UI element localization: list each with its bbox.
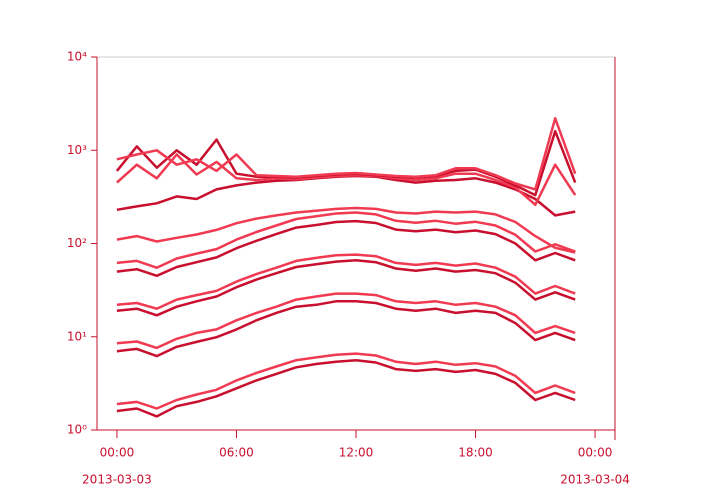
series-line: [116, 292, 576, 350]
x-tick-date: 2013-03-04: [560, 473, 630, 487]
series-line: [116, 117, 577, 191]
series-line: [116, 211, 576, 269]
series-line: [116, 219, 576, 278]
x-tick-label: 06:00: [219, 446, 254, 460]
x-tick-date: 2013-03-03: [82, 473, 152, 487]
series-line: [116, 358, 576, 418]
y-tick-label: 10³: [67, 143, 87, 157]
plot-area: [115, 117, 577, 418]
y-tick-label: 10²: [67, 236, 87, 250]
y-tick-label: 10¹: [67, 329, 87, 343]
series-line: [116, 153, 577, 207]
series-line: [116, 352, 576, 410]
series-line: [116, 259, 576, 317]
x-tick-label: 18:00: [458, 446, 493, 460]
series-line: [116, 206, 576, 254]
y-tick-label: 10⁰: [67, 423, 87, 437]
x-tick-label: 00:00: [100, 446, 135, 460]
series-line: [116, 300, 576, 358]
x-tick-label: 12:00: [339, 446, 374, 460]
x-tick-label: 00:00: [578, 446, 613, 460]
y-tick-label: 10⁴: [67, 50, 87, 64]
plot-frame: [96, 56, 616, 431]
series-line: [116, 253, 576, 310]
